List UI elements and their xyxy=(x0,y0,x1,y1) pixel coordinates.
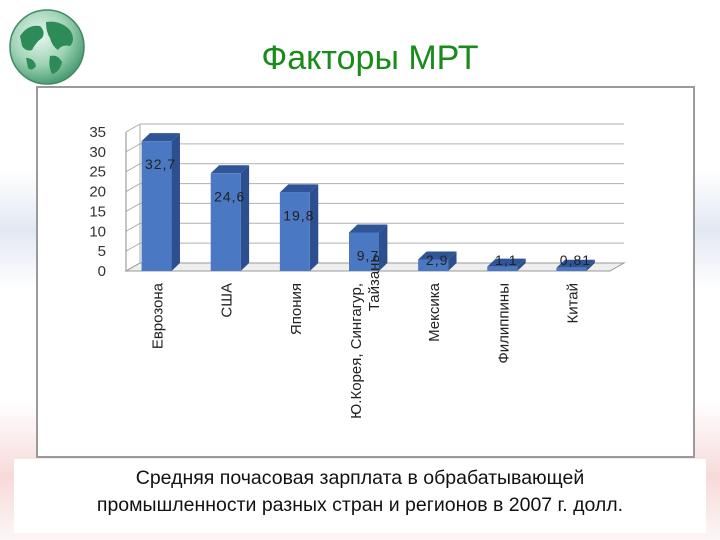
y-tick-label: 0 xyxy=(98,263,106,280)
x-tick-label-line: Ю.Корея, Сингагур, xyxy=(348,283,365,419)
data-label: 9,7 xyxy=(357,247,379,263)
bar xyxy=(141,141,172,271)
data-label: 19,8 xyxy=(283,207,314,223)
caption-line-1: Средняя почасовая зарплата в обрабатываю… xyxy=(135,467,585,489)
x-tick-label: Ю.Корея, Сингагур,Тайзань xyxy=(348,255,383,419)
y-tick-label: 35 xyxy=(89,124,106,141)
y-tick-label: 15 xyxy=(89,203,106,220)
gridline-side xyxy=(125,183,141,193)
bar-top xyxy=(556,259,595,268)
globe-icon xyxy=(9,9,85,85)
bar xyxy=(349,232,379,271)
bar xyxy=(279,192,310,271)
bar xyxy=(487,266,518,271)
x-tick-label-line: Еврозона xyxy=(150,282,167,349)
data-label: 2,9 xyxy=(426,252,448,268)
x-tick-label: Китай xyxy=(564,283,581,324)
y-tick-label: 30 xyxy=(89,144,106,161)
gridline-side xyxy=(125,222,141,232)
bar xyxy=(210,173,241,271)
gridline-side xyxy=(125,143,141,153)
bar-side xyxy=(309,184,319,271)
bar-side xyxy=(240,165,250,271)
x-tick-label: США xyxy=(219,283,236,318)
y-tick-label: 5 xyxy=(98,243,106,260)
x-tick-label-line: Филиппины xyxy=(495,283,512,364)
data-label: 32,7 xyxy=(145,156,176,172)
bar-side xyxy=(448,251,457,271)
x-tick-label-line: Тайзань xyxy=(366,255,383,312)
gridline-side xyxy=(125,242,141,252)
bar xyxy=(418,259,449,271)
bar-top xyxy=(487,258,526,267)
data-label: 24,6 xyxy=(214,188,245,204)
gridline-side xyxy=(125,163,141,173)
x-tick-label: Еврозона xyxy=(150,282,167,349)
bar-top xyxy=(349,224,388,233)
data-label: 0,81 xyxy=(560,252,591,268)
bar-side xyxy=(171,133,180,271)
slide-title: Факторы МРТ xyxy=(261,39,479,77)
y-tick-label: 20 xyxy=(89,184,106,201)
caption-line-2: промышленности разных стран и регионов в… xyxy=(96,494,624,516)
y-tick-label: 25 xyxy=(89,164,106,181)
bar-side xyxy=(517,258,526,271)
bar-side xyxy=(379,224,388,271)
x-tick-label-line: США xyxy=(219,283,236,318)
bar-side xyxy=(586,259,595,271)
x-tick-label: Мексика xyxy=(426,282,443,342)
gridline-side xyxy=(125,123,141,133)
x-tick-label-line: Китай xyxy=(564,283,581,324)
bar-top xyxy=(210,165,250,174)
bar-top xyxy=(279,184,319,193)
x-tick-label: Япония xyxy=(288,283,305,335)
bar-top xyxy=(141,133,180,142)
bar xyxy=(556,267,587,271)
data-label: 1,1 xyxy=(495,252,517,268)
gridline-side xyxy=(125,202,141,212)
y-tick-label: 10 xyxy=(89,223,106,240)
x-tick-label-line: Мексика xyxy=(426,282,443,342)
chart-caption: Средняя почасовая зарплата в обрабатываю… xyxy=(14,459,706,533)
x-tick-label: Филиппины xyxy=(495,283,512,364)
x-tick-label-line: Япония xyxy=(288,283,305,335)
bar-top xyxy=(418,251,457,260)
chart-area: 0 5 10 15 20 25 30 35 32,7 Еврозона 24,6 США 19,8 Япо… xyxy=(36,86,695,458)
bar-chart: 0 5 10 15 20 25 30 35 32,7 Еврозона 24,6 США 19,8 Япо… xyxy=(89,123,626,419)
